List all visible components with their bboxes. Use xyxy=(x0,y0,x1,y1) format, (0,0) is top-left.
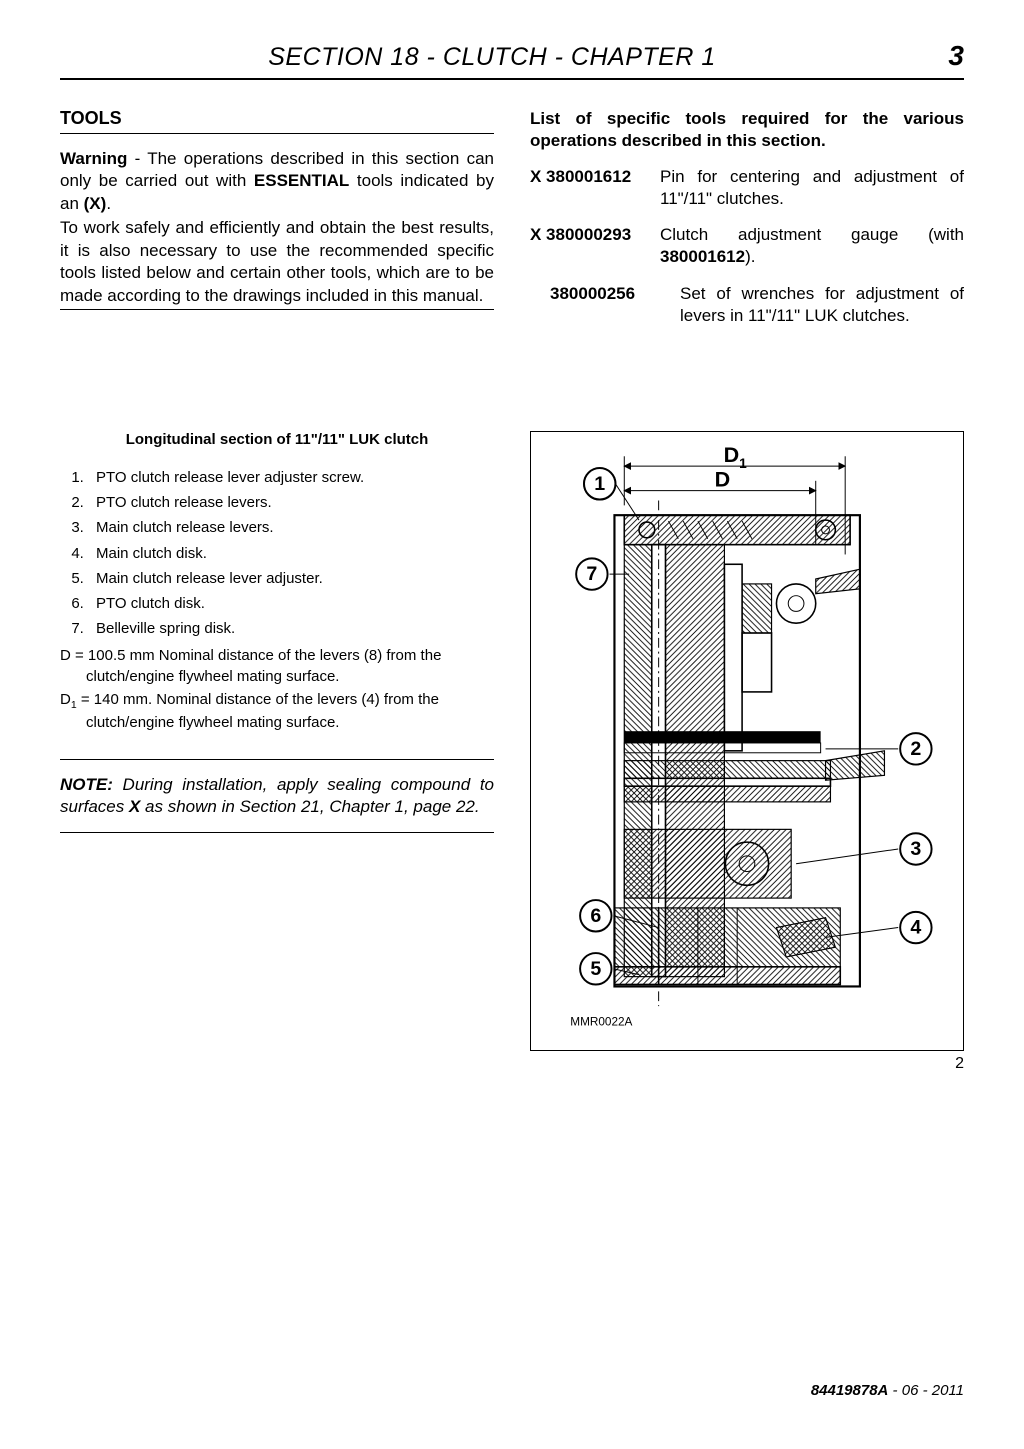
tool-code: X 380001612 xyxy=(530,166,660,210)
svg-text:4: 4 xyxy=(910,916,921,938)
tool-desc-pre: Clutch adjustment gauge (with xyxy=(660,225,964,244)
note-label: NOTE: xyxy=(60,775,113,794)
tool-desc: Set of wrenches for adjustment of levers… xyxy=(680,283,964,327)
left-column-lower: Longitudinal section of 11"/11" LUK clut… xyxy=(60,431,494,1051)
dimension-d: D = 100.5 mm Nominal distance of the lev… xyxy=(86,645,494,687)
right-column-lower: D1 D xyxy=(530,431,964,1051)
dimension-d1: D1 = 140 mm. Nominal distance of the lev… xyxy=(86,689,494,734)
callout: 4 xyxy=(900,912,931,943)
footer-code: 84419878A xyxy=(811,1382,889,1399)
svg-text:7: 7 xyxy=(586,563,597,585)
divider xyxy=(60,759,494,760)
svg-text:D: D xyxy=(715,466,731,491)
upper-columns: TOOLS Warning - The operations described… xyxy=(60,108,964,341)
tool-list: X 380001612 Pin for centering and adjust… xyxy=(530,166,964,327)
callout: 7 xyxy=(576,558,607,589)
tool-row: 380000256 Set of wrenches for adjustment… xyxy=(530,283,964,327)
callout: 5 xyxy=(580,953,611,984)
header-title: SECTION 18 - CLUTCH - CHAPTER 1 xyxy=(60,43,924,72)
safety-paragraph: To work safely and efficiently and obtai… xyxy=(60,217,494,307)
d1-post: = 140 mm. Nominal distance of the levers… xyxy=(77,691,380,708)
page-footer: 84419878A - 06 - 2011 xyxy=(811,1382,964,1399)
warning-text-3: . xyxy=(106,194,111,213)
svg-text:1: 1 xyxy=(594,473,605,495)
svg-text:35°: 35° xyxy=(762,732,774,741)
tool-row: X 380000293 Clutch adjustment gauge (wit… xyxy=(530,224,964,268)
list-item: PTO clutch release lever adjuster screw. xyxy=(88,466,494,489)
tool-desc: Clutch adjustment gauge (with 380001612)… xyxy=(660,224,964,268)
tool-desc-post: ). xyxy=(745,247,755,266)
clutch-diagram-svg: D1 D xyxy=(531,432,963,1050)
tool-desc: Pin for centering and adjustment of 11"/… xyxy=(660,166,964,210)
list-item: Main clutch release levers. xyxy=(88,516,494,539)
list-item: Main clutch disk. xyxy=(88,542,494,565)
callout: 1 xyxy=(584,468,615,499)
essential-label: ESSENTIAL xyxy=(254,171,349,190)
figure-number: 2 xyxy=(955,1055,964,1073)
tool-code: 380000256 xyxy=(530,283,680,327)
svg-text:6: 6 xyxy=(590,905,601,927)
divider xyxy=(60,309,494,310)
svg-text:3: 3 xyxy=(910,838,921,860)
tool-code: X 380000293 xyxy=(530,224,660,268)
list-item: PTO clutch disk. xyxy=(88,592,494,615)
svg-text:5: 5 xyxy=(590,958,601,980)
warning-label: Warning xyxy=(60,149,127,168)
list-item: PTO clutch release levers. xyxy=(88,491,494,514)
d1-pre: D xyxy=(60,691,71,708)
mmr-code: MMR0022A xyxy=(570,1015,632,1028)
list-item: Main clutch release lever adjuster. xyxy=(88,567,494,590)
right-column-top: List of specific tools required for the … xyxy=(530,108,964,341)
note-bold-x: X xyxy=(129,797,140,816)
warning-paragraph: Warning - The operations described in th… xyxy=(60,148,494,215)
note-block: NOTE: During installation, apply sealing… xyxy=(60,774,494,818)
x-label: (X) xyxy=(84,194,107,213)
lower-columns: Longitudinal section of 11"/11" LUK clut… xyxy=(60,431,964,1051)
callout: 3 xyxy=(900,833,931,864)
callout: 2 xyxy=(900,733,931,764)
footer-rest: - 06 - 2011 xyxy=(888,1382,964,1399)
divider xyxy=(60,832,494,833)
clutch-figure: D1 D xyxy=(530,431,964,1051)
list-item: Belleville spring disk. xyxy=(88,617,494,640)
d-line1b: clutch/engine flywheel mating surface. xyxy=(86,668,339,685)
d-line1a: D = 100.5 mm Nominal distance of the lev… xyxy=(60,647,441,664)
left-column-top: TOOLS Warning - The operations described… xyxy=(60,108,494,341)
note-text-b: as shown in Section 21, Chapter 1, page … xyxy=(140,797,479,816)
page-header: SECTION 18 - CLUTCH - CHAPTER 1 3 xyxy=(60,40,964,80)
svg-text:2: 2 xyxy=(910,738,921,760)
header-page-number: 3 xyxy=(924,40,964,72)
tool-desc-bold: 380001612 xyxy=(660,247,745,266)
tool-row: X 380001612 Pin for centering and adjust… xyxy=(530,166,964,210)
parts-list: PTO clutch release lever adjuster screw.… xyxy=(60,466,494,641)
figure-title: Longitudinal section of 11"/11" LUK clut… xyxy=(60,431,494,448)
divider xyxy=(60,133,494,134)
callout: 6 xyxy=(580,900,611,931)
tool-list-heading: List of specific tools required for the … xyxy=(530,108,964,152)
tools-heading: TOOLS xyxy=(60,108,494,129)
